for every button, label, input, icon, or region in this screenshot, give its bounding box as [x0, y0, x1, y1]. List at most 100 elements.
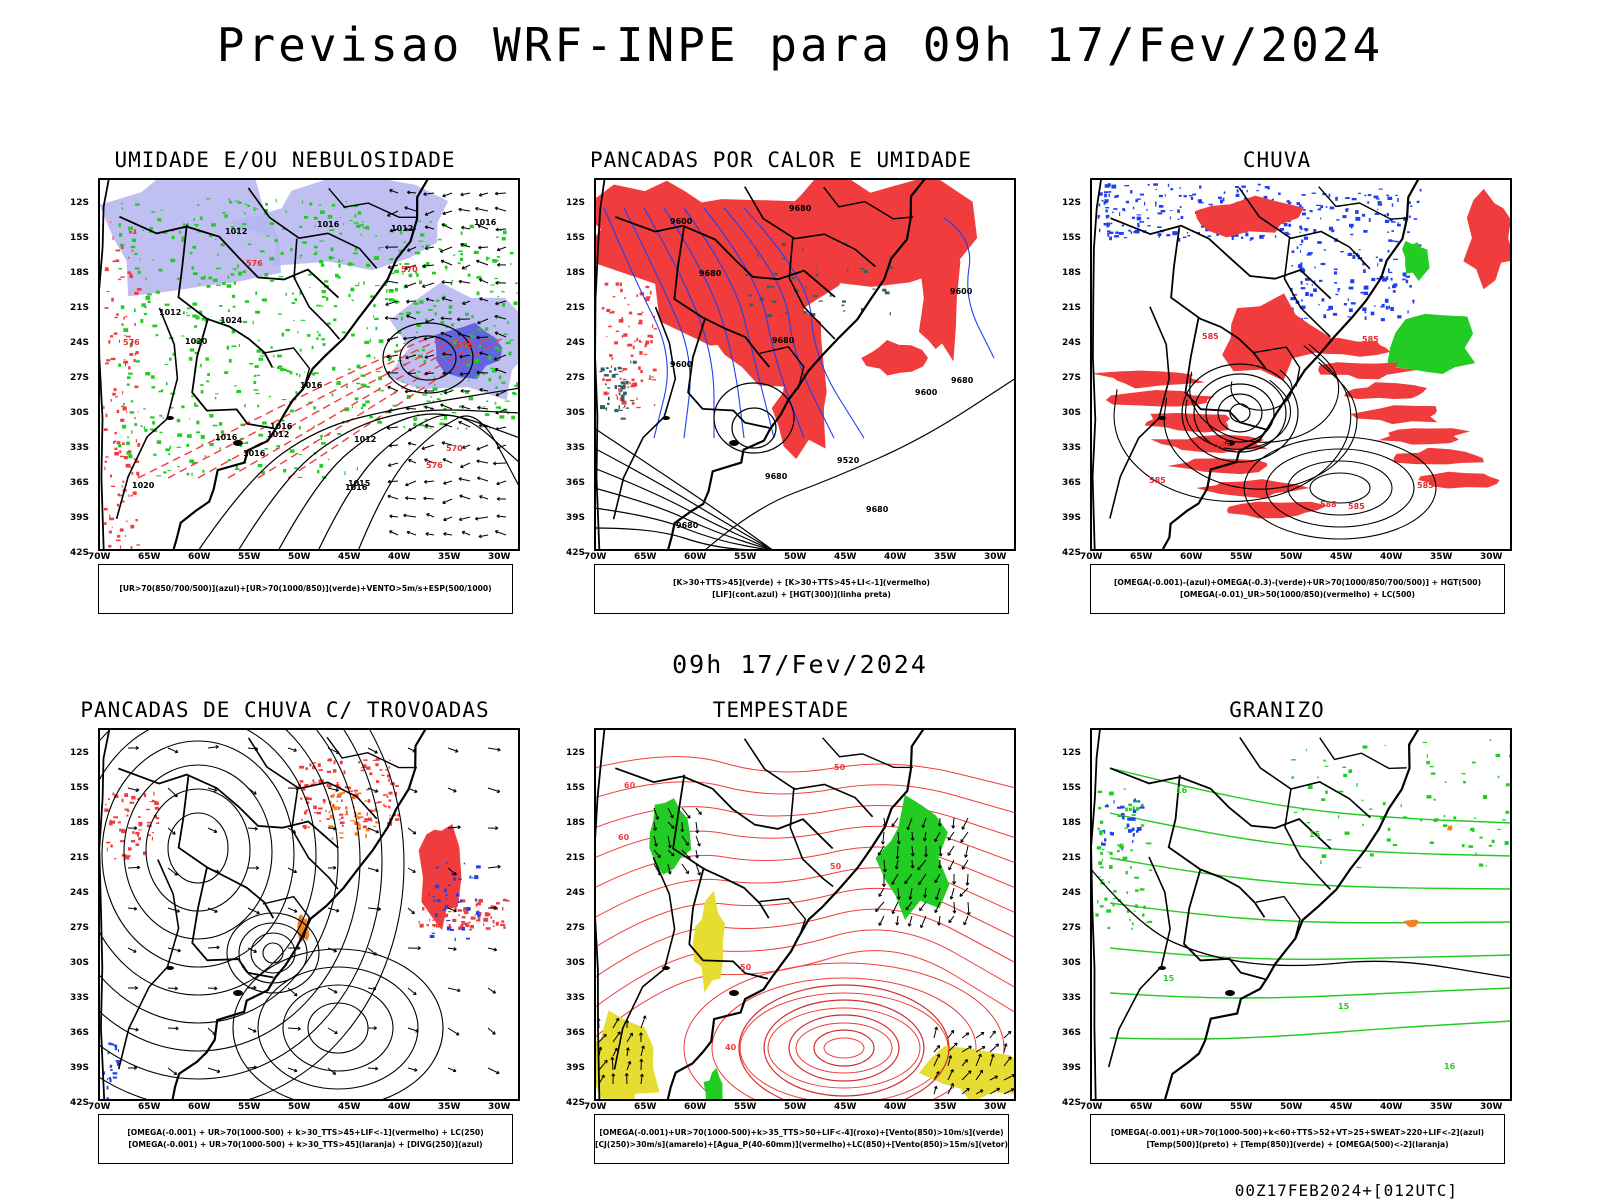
field-dot: [124, 808, 129, 811]
field-dot: [1119, 212, 1121, 216]
field-dot: [1380, 816, 1385, 820]
field-dot: [322, 799, 326, 802]
wind-arrowhead: [335, 788, 339, 792]
field-dot: [201, 443, 203, 447]
field-dot: [135, 439, 137, 443]
wind-vector: [975, 1031, 985, 1039]
field-dot: [1286, 233, 1291, 235]
field-dot: [1159, 194, 1163, 198]
field-dot: [1470, 827, 1475, 832]
field-dot: [478, 899, 483, 903]
field-dot: [436, 899, 441, 903]
wind-arrowhead: [414, 1067, 418, 1072]
field-dot: [1391, 203, 1394, 207]
wind-vector: [424, 210, 435, 216]
wind-vector: [681, 807, 691, 819]
field-dot: [465, 427, 468, 430]
wind-arrowhead: [966, 1087, 970, 1092]
wind-arrowhead: [255, 865, 260, 870]
field-dot: [391, 272, 395, 275]
wind-vector: [389, 228, 399, 232]
wind-arrowhead: [479, 495, 483, 499]
wind-arrowhead: [133, 1065, 138, 1070]
field-dot: [426, 400, 431, 402]
wind-arrowhead: [133, 949, 137, 953]
wind-arrowhead: [615, 1017, 620, 1022]
field-dot: [1131, 817, 1136, 821]
wind-arrowhead: [459, 354, 463, 359]
field-dot: [1402, 278, 1406, 281]
field-dot: [353, 789, 358, 792]
field-dot: [1288, 201, 1292, 205]
field-dot: [1216, 233, 1219, 236]
field-dot: [117, 1049, 120, 1052]
wind-arrowhead: [388, 530, 393, 534]
field-dot: [1361, 213, 1366, 217]
wind-vector: [367, 827, 379, 833]
wind-arrowhead: [453, 871, 457, 876]
field-dot: [195, 315, 200, 320]
field-dot: [1405, 279, 1409, 284]
wind-arrowhead: [407, 441, 412, 446]
wind-vector: [404, 390, 417, 393]
streamline-250hpa: [167, 812, 229, 884]
streamline-850hpa: [788, 1014, 900, 1082]
field-dot: [429, 427, 432, 429]
rain-band-red: [1378, 428, 1470, 445]
wind-vector: [487, 747, 501, 751]
wind-vector: [459, 372, 471, 375]
field-dot: [461, 922, 466, 925]
field-dot: [1306, 822, 1311, 824]
field-dot: [366, 812, 368, 816]
border-line: [1110, 217, 1332, 300]
field-dot: [1368, 218, 1371, 222]
wind-vector: [933, 1071, 940, 1081]
state-border: [789, 787, 834, 888]
field-dot: [121, 485, 123, 488]
field-dot: [397, 301, 400, 303]
field-dot: [314, 225, 316, 228]
wind-arrowhead: [443, 481, 447, 485]
field-dot: [375, 758, 380, 761]
wind850-vectors: [933, 1026, 1016, 1095]
field-dot: [304, 371, 306, 373]
field-dot: [186, 472, 190, 476]
field-dot: [109, 1078, 112, 1083]
longitude-tick-label: 55W: [734, 552, 757, 562]
longitude-tick-label: 40W: [884, 1102, 907, 1112]
field-dot: [128, 494, 130, 498]
wind-arrowhead: [424, 246, 429, 251]
field-dot: [104, 522, 107, 525]
field-dot: [369, 338, 371, 343]
field-dot: [1120, 843, 1124, 845]
subtitle-datetime: 09h 17/Fev/2024: [672, 650, 928, 679]
field-dot: [182, 311, 185, 315]
wind-vector: [1003, 1088, 1015, 1095]
field-dot: [354, 793, 359, 798]
field-dot: [1234, 233, 1239, 237]
field-dot: [497, 349, 502, 352]
longitude-tick-label: 40W: [388, 552, 411, 562]
legend-line: [OMEGA(-0.001)+UR>70(1000-500)+k<60+TTS>…: [1110, 1128, 1485, 1137]
field-dot: [247, 204, 250, 207]
field-dot: [236, 390, 242, 393]
longitude-tick-label: 50W: [1280, 1102, 1303, 1112]
wind-arrowhead: [388, 409, 392, 413]
wind-vector: [405, 497, 417, 500]
field-dot: [431, 932, 435, 934]
wind-vector: [908, 915, 913, 927]
field-dot: [1283, 223, 1288, 227]
field-dot: [389, 814, 391, 817]
wind-vector: [911, 859, 914, 869]
precipitable-water-contour: [795, 1022, 893, 1074]
field-dot: [453, 877, 456, 881]
wind-arrowhead: [695, 855, 699, 859]
wind-vector: [598, 1033, 607, 1043]
field-dot: [341, 824, 344, 827]
wind-vector: [460, 243, 471, 248]
field-dot: [119, 828, 124, 832]
wind-vector: [461, 264, 471, 270]
field-dot: [443, 913, 449, 918]
contour-label: 576: [246, 259, 263, 268]
